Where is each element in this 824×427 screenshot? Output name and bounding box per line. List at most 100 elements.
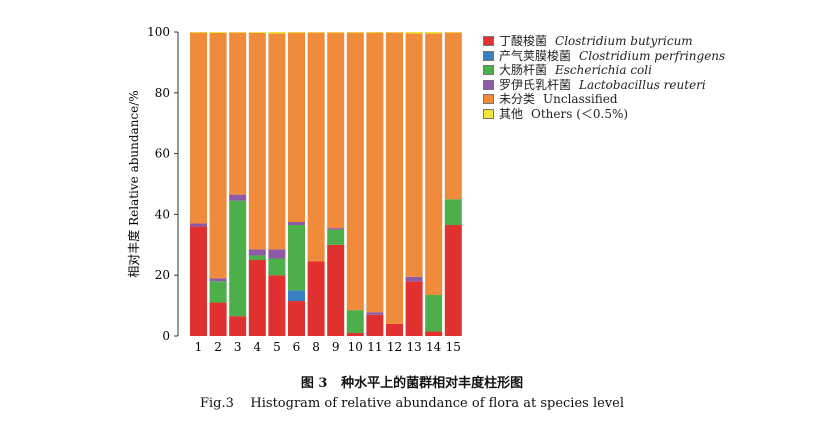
bar-segment (327, 229, 345, 245)
bar-segment (190, 32, 207, 33)
y-tick-label: 40 (155, 207, 170, 221)
legend-swatch (483, 94, 494, 105)
x-tick-label: 15 (446, 340, 461, 354)
bar-segment (268, 32, 286, 34)
x-tick-label: 12 (387, 340, 402, 354)
bar-segment (248, 260, 266, 336)
bar-segment (268, 258, 286, 276)
legend-cn: 罗伊氏乳杆菌 (499, 77, 572, 92)
caption-cn: 图 3 种水平上的菌群相对丰度柱形图 (0, 372, 824, 391)
y-tick-label: 80 (155, 86, 170, 100)
bar-segment (425, 33, 443, 295)
bar-segment (209, 281, 227, 303)
caption-cn-text: 种水平上的菌群相对丰度柱形图 (341, 376, 524, 391)
bar-segment (190, 32, 207, 224)
x-tick-label: 6 (293, 340, 301, 354)
legend-swatch (483, 65, 494, 76)
legend-item: 大肠杆菌 Escherichia coli (483, 63, 725, 78)
legend-cn: 丁酸梭菌 (499, 34, 548, 48)
bar-segment (248, 255, 266, 260)
bar-segment (229, 316, 247, 336)
bar-segment (268, 33, 286, 250)
bar-segment (366, 312, 384, 315)
bar-segment (288, 301, 305, 336)
bar-segment (288, 225, 305, 291)
bar-segment (444, 32, 462, 33)
bar-segment (405, 281, 423, 336)
bar-segment (209, 302, 227, 336)
legend-swatch (483, 36, 494, 47)
legend-item: 丁酸梭菌 Clostridium butyricum (483, 34, 725, 49)
legend-cn: 大肠杆菌 (499, 63, 548, 77)
legend-latin: Clostridium perfringens (579, 48, 726, 63)
caption-cn-label: 图 3 (300, 376, 328, 391)
bar-segment (386, 323, 403, 336)
legend-swatch (483, 50, 494, 61)
x-tick-label: 13 (406, 340, 421, 354)
bar-segment (366, 32, 384, 313)
bar-segment (307, 32, 325, 262)
bar-segment (346, 32, 364, 33)
y-tick-label: 0 (162, 329, 170, 343)
bar-segment (346, 332, 364, 336)
bar-segment (444, 225, 462, 336)
bar-segment (288, 290, 305, 302)
x-tick-label: 14 (426, 340, 442, 354)
bar-segment (366, 314, 384, 336)
bar-segment (444, 199, 462, 226)
legend-swatch (483, 79, 494, 90)
bar-segment (346, 32, 364, 311)
bar-segment (229, 194, 247, 201)
legend-latin: Others (＜0.5%) (531, 106, 629, 121)
bar-segment (366, 32, 384, 33)
bar-segment (444, 32, 462, 200)
y-tick-label: 100 (147, 25, 170, 39)
x-tick-label: 8 (312, 340, 320, 354)
bar-segment (288, 32, 305, 33)
bar-segment (209, 32, 227, 33)
bar-segment (327, 32, 345, 33)
bar-segment (209, 278, 227, 282)
bar-segment (425, 331, 443, 336)
bar-segment (268, 275, 286, 336)
x-tick-label: 1 (195, 340, 203, 354)
bar-segment (307, 261, 325, 336)
x-tick-label: 5 (273, 340, 281, 354)
y-axis-label: 相对丰度 Relative abundance/% (126, 90, 141, 277)
legend-cn: 产气荚膜梭菌 (499, 48, 572, 63)
legend-swatch (483, 108, 494, 119)
legend-item: 产气荚膜梭菌 Clostridium perfringens (483, 49, 725, 64)
bar-segment (248, 32, 266, 250)
bar-segment (268, 249, 286, 259)
x-tick-label: 11 (367, 340, 382, 354)
bar-segment (248, 32, 266, 33)
bar-segment (405, 276, 423, 282)
x-tick-label: 2 (214, 340, 222, 354)
bar-segment (288, 32, 305, 222)
x-tick-label: 4 (253, 340, 261, 354)
bar-segment (386, 32, 403, 33)
bar-segment (190, 226, 207, 336)
bar-segment (386, 32, 403, 324)
bar-segment (248, 249, 266, 256)
bar-segment (425, 294, 443, 332)
caption-en: Fig.3 Histogram of relative abundance of… (199, 396, 625, 411)
legend-latin: Unclassified (543, 92, 618, 106)
bar-segment (346, 310, 364, 333)
y-tick-label: 60 (155, 147, 170, 161)
bar-segment (209, 32, 227, 279)
legend-latin: Clostridium butyricum (555, 34, 693, 48)
bar-segment (405, 32, 423, 34)
bar-segment (425, 32, 443, 34)
bar-segment (405, 33, 423, 277)
legend-item: 罗伊氏乳杆菌 Lactobacillus reuteri (483, 78, 725, 93)
y-tick-label: 20 (155, 268, 170, 282)
bar-segment (327, 244, 345, 336)
legend: 丁酸梭菌 Clostridium butyricum 产气荚膜梭菌 Clostridi… (483, 34, 725, 121)
legend-cn: 未分类 (499, 92, 536, 106)
legend-item: 其他 Others (＜0.5%) (483, 107, 725, 122)
x-tick-label: 3 (234, 340, 242, 354)
legend-latin: Escherichia coli (555, 63, 652, 77)
bar-segment (327, 228, 345, 230)
